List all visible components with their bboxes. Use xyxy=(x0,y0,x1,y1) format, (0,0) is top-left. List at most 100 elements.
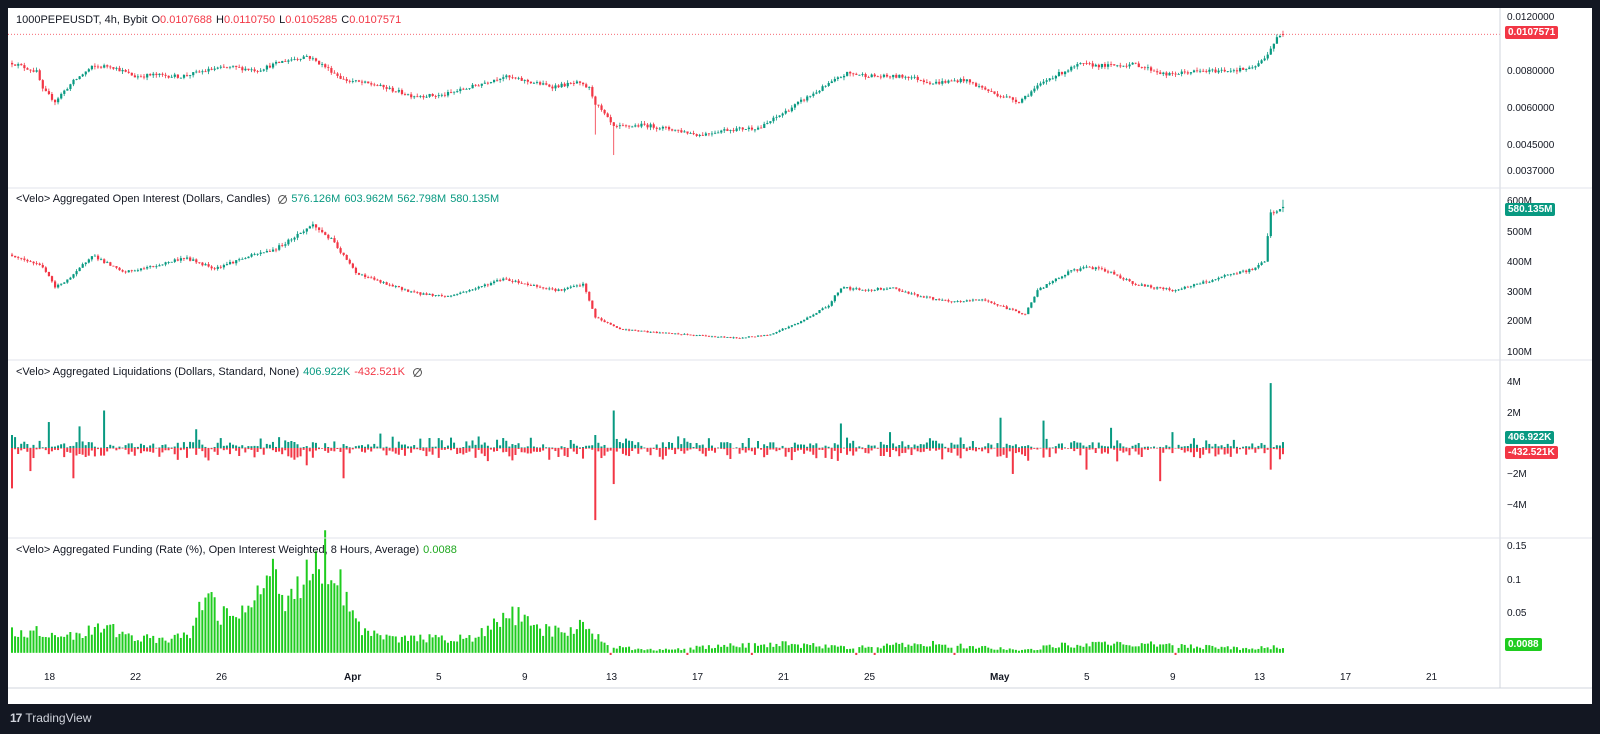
funding-bar xyxy=(305,559,308,653)
liq-short-bar xyxy=(253,448,256,458)
price-candle xyxy=(1027,95,1030,97)
liq-short-bar xyxy=(1183,448,1186,453)
price-candle xyxy=(127,71,130,73)
time-tick: 13 xyxy=(606,672,618,683)
time-tick: 13 xyxy=(1254,672,1266,683)
liq-long-bar xyxy=(1226,443,1229,448)
liq-short-bar xyxy=(978,448,981,450)
price-candle xyxy=(836,77,840,79)
symbol-title[interactable]: 1000PEPEUSDT, 4h, Bybit xyxy=(16,14,148,26)
price-candle xyxy=(717,132,720,134)
oi-candle xyxy=(664,332,668,334)
price-candle xyxy=(833,78,836,82)
oi-candle xyxy=(618,327,622,330)
oi-candle xyxy=(486,284,490,286)
liq-long-bar xyxy=(956,444,959,448)
liq-long-bar xyxy=(259,438,262,448)
price-candle xyxy=(333,72,336,74)
funding-bar xyxy=(741,643,744,653)
funding-bar xyxy=(189,638,192,653)
funding-bar xyxy=(993,649,996,653)
price-candle xyxy=(388,87,391,89)
liq-long-bar xyxy=(717,447,720,449)
main-legend[interactable]: 1000PEPEUSDT, 4h, Bybit O 0.0107688 H 0.01… xyxy=(16,14,405,26)
oi-candle xyxy=(889,287,892,289)
oi-value-2: 603.962M xyxy=(344,193,394,205)
funding-bar xyxy=(1171,645,1174,653)
funding-bar xyxy=(1220,646,1223,653)
funding-bar xyxy=(321,583,324,653)
funding-bar xyxy=(11,627,13,653)
funding-bar xyxy=(551,636,554,653)
liq-short-bar xyxy=(582,448,585,459)
oi-candle xyxy=(1125,279,1128,280)
liq-short-bar xyxy=(1242,448,1245,449)
liq-long-bar xyxy=(910,447,913,448)
price-candle xyxy=(879,76,883,78)
funding-bar xyxy=(885,643,888,653)
tradingview-logo[interactable]: 17 TradingView xyxy=(10,711,91,725)
oi-candle xyxy=(139,268,143,271)
liq-long-bar xyxy=(781,445,784,448)
hidden-source-icon[interactable] xyxy=(413,367,423,377)
oi-candle xyxy=(339,248,342,253)
oi-title[interactable]: <Velo> Aggregated Open Interest (Dollars… xyxy=(16,193,271,205)
liq-short-bar xyxy=(753,448,756,455)
funding-bar xyxy=(38,635,41,653)
price-candle xyxy=(176,74,179,78)
liq-short-bar xyxy=(849,448,852,452)
liq-legend[interactable]: <Velo> Aggregated Liquidations (Dollars,… xyxy=(16,366,426,378)
liq-long-bar xyxy=(928,438,931,448)
price-candle xyxy=(235,65,238,67)
funding-bar xyxy=(775,643,778,653)
oi-candle xyxy=(204,264,207,266)
funding-title[interactable]: <Velo> Aggregated Funding (Rate (%), Ope… xyxy=(16,544,420,556)
liq-short-bar xyxy=(29,448,32,472)
oi-candle xyxy=(133,270,136,272)
liq-long-bar xyxy=(241,445,244,448)
oi-candle xyxy=(84,262,87,265)
funding-bar xyxy=(373,630,376,653)
liq-long-bar xyxy=(57,445,60,448)
oi-candle xyxy=(164,262,167,265)
funding-bar xyxy=(606,645,609,653)
liq-long-bar xyxy=(308,447,311,449)
chart-canvas[interactable] xyxy=(8,8,1592,704)
funding-bar xyxy=(210,592,213,653)
funding-bar xyxy=(60,636,63,653)
liq-short-bar xyxy=(354,448,357,449)
liq-title[interactable]: <Velo> Aggregated Liquidations (Dollars,… xyxy=(16,366,300,378)
funding-bar xyxy=(173,634,176,653)
liq-long-bar xyxy=(407,446,410,448)
oi-candle xyxy=(1232,273,1236,275)
oi-candle xyxy=(1011,308,1015,310)
oi-candle xyxy=(259,252,262,254)
price-candle xyxy=(87,69,90,72)
chart-frame[interactable]: 1000PEPEUSDT, 4h, Bybit O 0.0107688 H 0.01… xyxy=(8,8,1592,704)
oi-candle xyxy=(671,333,674,334)
funding-legend[interactable]: <Velo> Aggregated Funding (Rate (%), Ope… xyxy=(16,544,461,556)
liq-short-bar xyxy=(483,448,486,457)
liq-short-bar xyxy=(407,448,410,449)
hidden-source-icon[interactable] xyxy=(278,194,288,204)
liq-short-bar xyxy=(275,448,278,453)
oi-candle xyxy=(57,284,60,288)
liq-long-bar xyxy=(793,442,796,448)
liq-short-bar xyxy=(57,448,60,451)
liq-long-bar xyxy=(477,436,480,448)
funding-bar xyxy=(953,652,956,655)
funding-bar xyxy=(164,640,167,653)
funding-bar xyxy=(207,593,210,653)
oi-legend[interactable]: <Velo> Aggregated Open Interest (Dollars… xyxy=(16,193,503,205)
liq-long-bar xyxy=(692,446,695,448)
oi-candle xyxy=(523,283,526,285)
liq-short-bar xyxy=(471,448,474,449)
funding-bar xyxy=(806,644,809,653)
liq-long-bar xyxy=(839,423,842,448)
liq-long-bar xyxy=(707,438,710,448)
price-candle xyxy=(474,84,477,86)
liq-long-bar xyxy=(1251,443,1254,448)
funding-bars xyxy=(11,530,1284,655)
oi-candle xyxy=(621,329,625,330)
liq-long-bar xyxy=(400,444,403,448)
